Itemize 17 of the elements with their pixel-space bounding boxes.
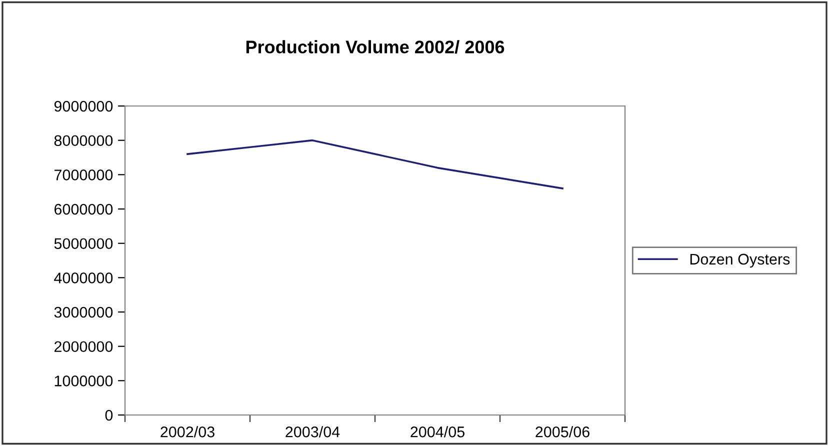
legend-label: Dozen Oysters	[690, 254, 790, 268]
y-tick-label: 9000000	[54, 100, 113, 112]
y-tick-label: 3000000	[54, 306, 113, 318]
y-tick-label: 7000000	[54, 170, 113, 180]
y-tick-label: 1000000	[54, 376, 113, 386]
chart-title: Production Volume 2002/ 2006	[246, 40, 504, 54]
y-tick-label: 4000000	[54, 272, 113, 284]
y-tick-label: 6000000	[54, 204, 113, 215]
y-tick-label: 5000000	[54, 238, 113, 250]
line-series	[186, 139, 564, 190]
y-tick-label: 2000000	[54, 341, 113, 352]
x-tick-label: 2003/04	[286, 426, 340, 438]
y-tick-label: 0	[105, 410, 113, 421]
x-tick-label: 2005/06	[536, 426, 590, 438]
x-tick-label: 2004/05	[410, 426, 464, 438]
y-tick-label: 8000000	[54, 135, 113, 146]
x-tick-label: 2002/03	[160, 426, 214, 438]
